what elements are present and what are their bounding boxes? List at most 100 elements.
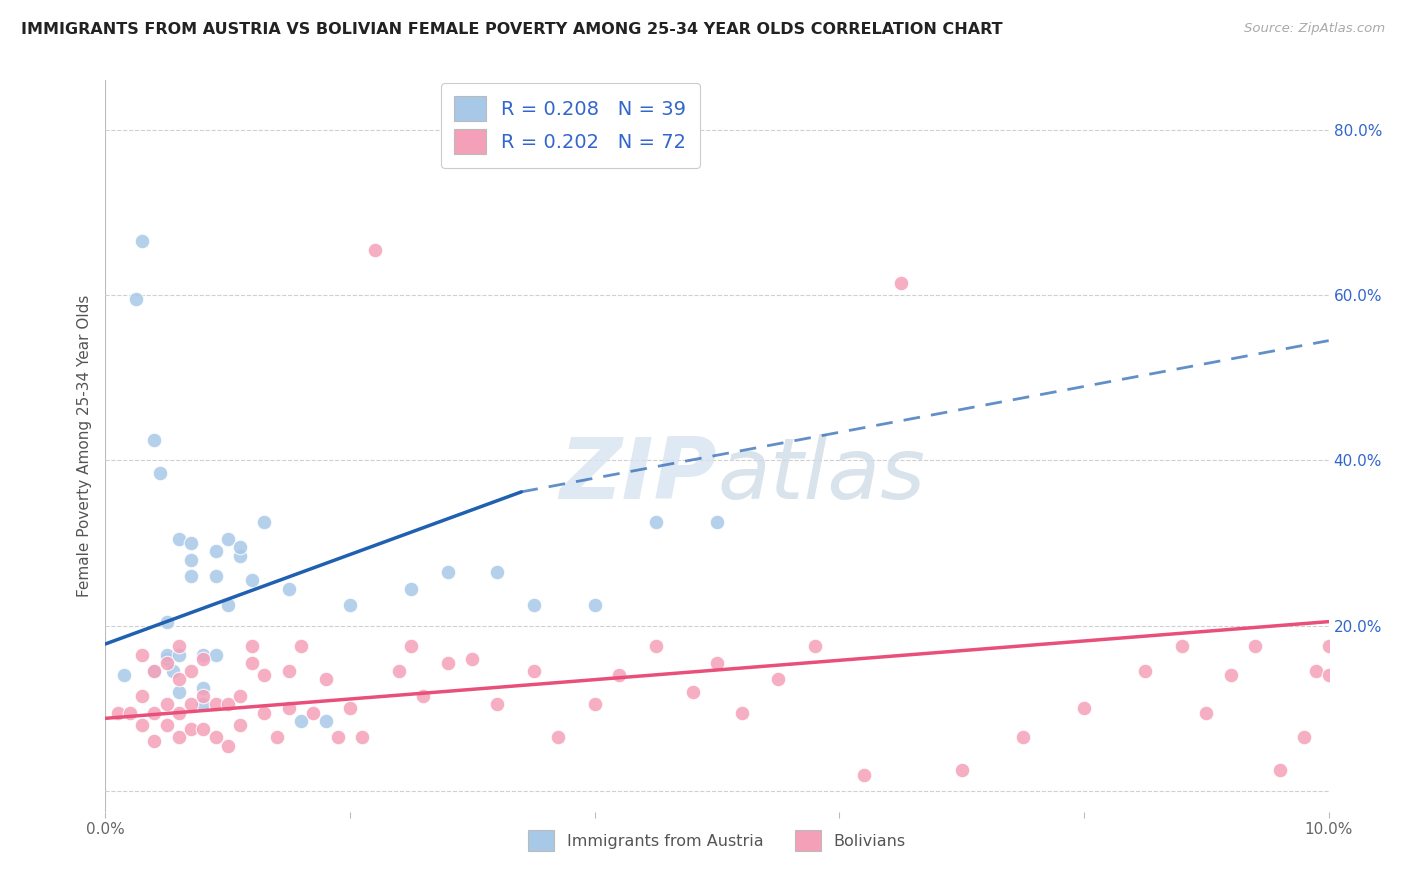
Point: [131, 689, 153, 703]
Point: [768, 673, 790, 687]
Point: [204, 731, 226, 745]
Point: [485, 565, 508, 579]
Point: [180, 698, 202, 712]
Point: [583, 698, 606, 712]
Point: [229, 549, 252, 563]
Point: [155, 656, 177, 670]
Point: [1317, 668, 1340, 682]
Point: [229, 541, 252, 555]
Point: [240, 574, 263, 588]
Point: [204, 569, 226, 583]
Point: [125, 293, 148, 307]
Point: [401, 582, 423, 596]
Point: [204, 544, 226, 558]
Text: IMMIGRANTS FROM AUSTRIA VS BOLIVIAN FEMALE POVERTY AMONG 25-34 YEAR OLDS CORRELA: IMMIGRANTS FROM AUSTRIA VS BOLIVIAN FEMA…: [21, 22, 1002, 37]
Point: [1011, 731, 1033, 745]
Point: [240, 656, 263, 670]
Point: [437, 565, 460, 579]
Point: [162, 664, 184, 678]
Point: [339, 701, 361, 715]
Point: [1317, 640, 1340, 654]
Point: [461, 652, 484, 666]
Point: [363, 243, 385, 257]
Point: [339, 598, 361, 612]
Point: [1244, 640, 1267, 654]
Point: [180, 664, 202, 678]
Point: [889, 276, 911, 290]
Point: [706, 516, 728, 530]
Point: [302, 706, 325, 720]
Point: [107, 706, 129, 720]
Point: [167, 673, 190, 687]
Point: [1195, 706, 1218, 720]
Point: [193, 698, 215, 712]
Point: [1219, 668, 1241, 682]
Point: [1073, 701, 1095, 715]
Point: [131, 648, 153, 662]
Point: [253, 668, 276, 682]
Point: [193, 681, 215, 695]
Point: [682, 685, 704, 699]
Point: [167, 706, 190, 720]
Point: [204, 698, 226, 712]
Point: [730, 706, 752, 720]
Point: [412, 689, 434, 703]
Point: [204, 648, 226, 662]
Point: [217, 598, 239, 612]
Point: [180, 536, 202, 550]
Text: Source: ZipAtlas.com: Source: ZipAtlas.com: [1244, 22, 1385, 36]
Point: [326, 731, 349, 745]
Point: [229, 718, 252, 732]
Point: [193, 648, 215, 662]
Y-axis label: Female Poverty Among 25-34 Year Olds: Female Poverty Among 25-34 Year Olds: [76, 295, 91, 597]
Point: [607, 668, 630, 682]
Point: [290, 640, 312, 654]
Point: [180, 722, 202, 736]
Point: [315, 714, 337, 728]
Point: [583, 598, 606, 612]
Point: [149, 466, 172, 480]
Point: [253, 516, 276, 530]
Point: [401, 640, 423, 654]
Point: [155, 615, 177, 629]
Point: [266, 731, 288, 745]
Point: [118, 706, 141, 720]
Point: [644, 516, 666, 530]
Point: [180, 552, 202, 566]
Point: [706, 656, 728, 670]
Point: [485, 698, 508, 712]
Point: [155, 652, 177, 666]
Point: [167, 648, 190, 662]
Point: [852, 767, 875, 781]
Point: [155, 718, 177, 732]
Point: [523, 598, 546, 612]
Point: [229, 689, 252, 703]
Point: [112, 668, 135, 682]
Point: [1305, 664, 1327, 678]
Point: [131, 718, 153, 732]
Point: [278, 701, 301, 715]
Legend: Immigrants from Austria, Bolivians: Immigrants from Austria, Bolivians: [520, 822, 914, 859]
Point: [1133, 664, 1156, 678]
Point: [217, 739, 239, 753]
Point: [1268, 764, 1291, 778]
Point: [143, 433, 166, 447]
Point: [167, 731, 190, 745]
Point: [131, 235, 153, 249]
Point: [290, 714, 312, 728]
Point: [167, 532, 190, 546]
Point: [180, 569, 202, 583]
Point: [143, 706, 166, 720]
Point: [193, 689, 215, 703]
Point: [143, 664, 166, 678]
Point: [950, 764, 973, 778]
Point: [278, 582, 301, 596]
Point: [193, 652, 215, 666]
Point: [388, 664, 411, 678]
Point: [315, 673, 337, 687]
Point: [644, 640, 666, 654]
Point: [155, 648, 177, 662]
Point: [217, 532, 239, 546]
Point: [547, 731, 569, 745]
Point: [352, 731, 374, 745]
